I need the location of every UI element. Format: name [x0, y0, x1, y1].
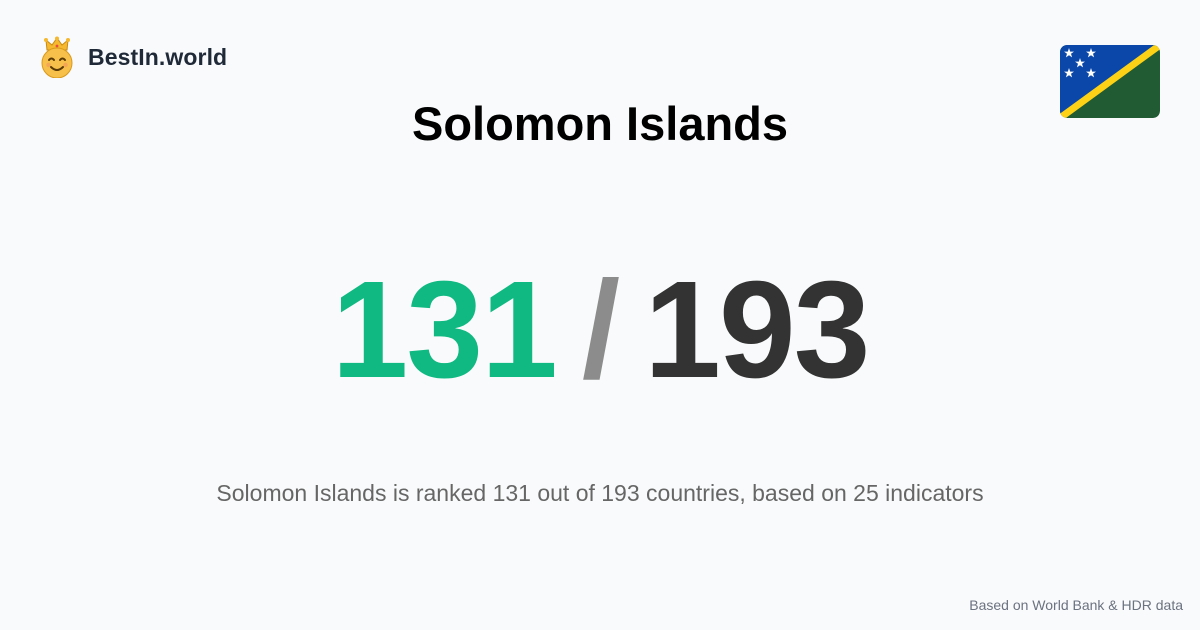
page-title: Solomon Islands — [411, 97, 789, 150]
brand-name: BestIn.world — [88, 43, 228, 70]
rank-separator: / — [581, 253, 620, 407]
rank-display: 131/193 — [0, 250, 1200, 410]
solomon-islands-flag-icon — [1060, 45, 1160, 118]
crown-smiley-icon — [41, 36, 73, 78]
ranking-summary: Solomon Islands is ranked 131 out of 193… — [216, 480, 984, 506]
brand[interactable]: BestIn.world — [38, 36, 227, 78]
rank-total: 193 — [644, 253, 870, 407]
rank-value: 131 — [331, 253, 558, 407]
data-source-note: Based on World Bank & HDR data — [969, 597, 1183, 613]
